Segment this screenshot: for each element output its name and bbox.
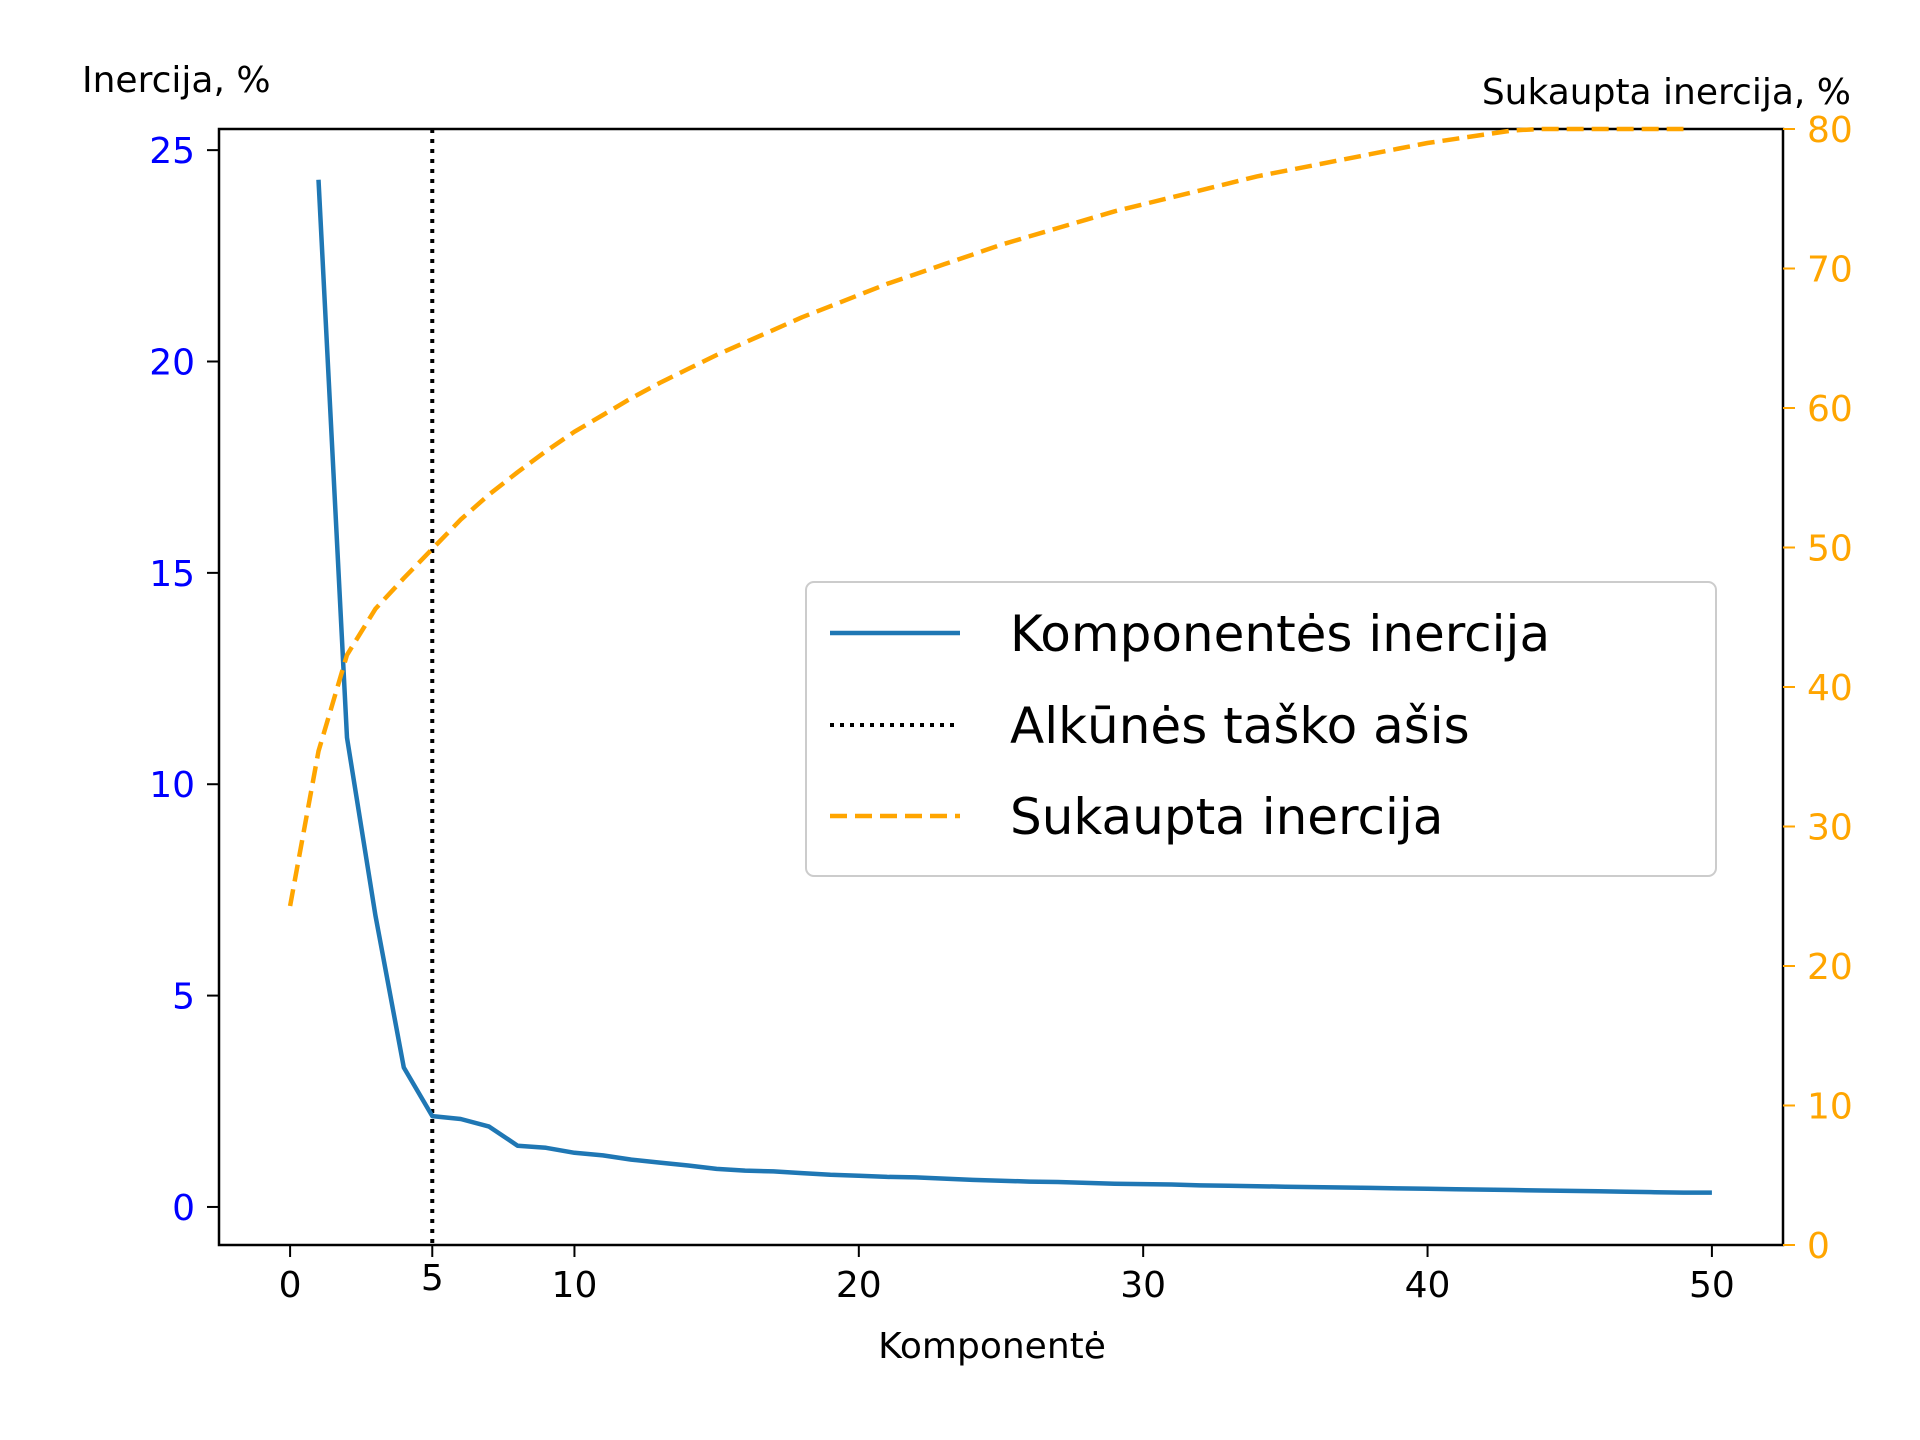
y-left-tick-label: 0 [172, 1188, 195, 1229]
x-tick-label: 20 [836, 1265, 882, 1306]
x-axis-title: Komponentė [878, 1326, 1106, 1367]
y-right-tick-label: 50 [1807, 529, 1853, 570]
legend-box [805, 581, 1717, 877]
y-left-tick-label: 15 [149, 554, 195, 595]
y-left-tick-label: 5 [172, 977, 195, 1018]
y-left-tick-label: 10 [149, 765, 195, 806]
y-right-tick-label: 0 [1807, 1226, 1830, 1267]
y-right-tick-label: 60 [1807, 389, 1853, 430]
y-right-tick-label: 30 [1807, 808, 1853, 849]
y-right-tick-label: 20 [1807, 947, 1853, 988]
legend-label-elbow: Alkūnės taško ašis [1010, 697, 1470, 755]
x-tick-label: 40 [1405, 1265, 1451, 1306]
legend-label-cumulative: Sukaupta inercija [1010, 788, 1443, 846]
y-right-tick-label: 10 [1807, 1087, 1853, 1128]
x-tick-label: 0 [279, 1265, 302, 1306]
y-left-tick-label: 20 [149, 343, 195, 384]
legend: Komponentės inercija Alkūnės taško ašis … [805, 581, 1717, 877]
series-line-cumulative [287, 126, 1684, 907]
y-left-tick-label: 25 [149, 131, 195, 172]
x-tick-label: 50 [1689, 1265, 1735, 1306]
elbow-tick-label: 5 [421, 1258, 444, 1299]
x-tick-label: 10 [552, 1265, 598, 1306]
right-axis-title: Sukaupta inercija, % [1482, 72, 1851, 113]
legend-label-component: Komponentės inercija [1010, 605, 1550, 663]
y-right-tick-label: 40 [1807, 668, 1853, 709]
y-right-tick-label: 80 [1807, 110, 1853, 151]
x-tick-label: 30 [1120, 1265, 1166, 1306]
series-line-component [316, 179, 1712, 1195]
y-right-tick-label: 70 [1807, 250, 1853, 291]
left-axis-title: Inercija, % [82, 60, 271, 101]
